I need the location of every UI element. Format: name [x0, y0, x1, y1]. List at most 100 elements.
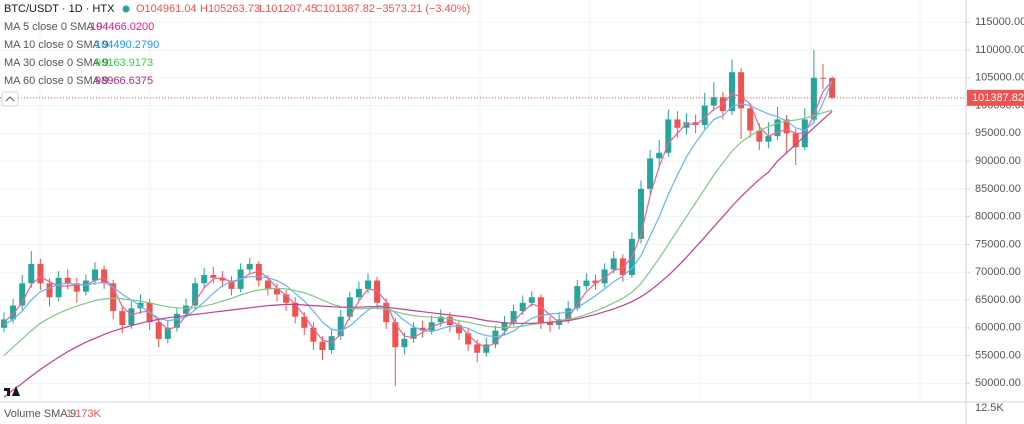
candle-body — [419, 327, 426, 331]
candle-body — [465, 333, 472, 345]
symbol-title: BTC/USDT · 1D · HTX — [4, 3, 115, 15]
candle-body — [183, 305, 189, 314]
candle-body — [264, 280, 271, 289]
candle-body — [656, 152, 663, 159]
candle-body — [10, 305, 17, 320]
candle-body — [319, 341, 326, 350]
candle-body — [28, 263, 35, 284]
candle-body — [228, 280, 235, 289]
candle-body — [37, 263, 44, 284]
ohlc-open: O104961.04 — [136, 3, 197, 15]
logo-mark — [4, 386, 20, 396]
candle-body — [219, 277, 226, 281]
y-tick-label: 80000.00 — [975, 211, 1021, 223]
candle-body — [683, 122, 690, 128]
legend-name: MA 10 close 0 SMA 9 — [4, 39, 109, 51]
candle-body — [510, 311, 517, 323]
candle-body — [401, 338, 408, 348]
legend-value: 98966.6375 — [95, 75, 153, 87]
candle-body — [383, 302, 390, 323]
candle-body — [638, 188, 644, 239]
candle-body — [374, 280, 381, 303]
candle-body — [437, 316, 444, 323]
candle-body — [392, 322, 399, 348]
candle-body — [92, 269, 98, 281]
candle-body — [119, 311, 126, 325]
candle-body — [583, 280, 590, 287]
legend-value: 104466.0200 — [90, 21, 154, 33]
y-tick-label: 95000.00 — [975, 127, 1021, 139]
candle-body — [283, 294, 290, 303]
candle-body — [101, 269, 108, 284]
candle-body — [601, 269, 608, 284]
candle-body — [82, 280, 89, 292]
candle-body — [128, 308, 135, 325]
candle-body — [155, 322, 162, 339]
candle-body — [164, 327, 171, 339]
candle-body — [610, 258, 617, 270]
candle-body — [355, 288, 362, 298]
candle-body — [173, 313, 180, 328]
legend: BTC/USDT · 1D · HTX O104961.04 H105263.7… — [4, 3, 470, 87]
candle-body — [774, 119, 781, 137]
candle-body — [574, 286, 581, 309]
candle-body — [492, 330, 499, 345]
candle-body — [674, 119, 681, 128]
last-price-box — [967, 89, 1024, 106]
candle-body — [192, 283, 199, 306]
y-tick-label: 90000.00 — [975, 155, 1021, 167]
collapse-icon — [5, 96, 15, 102]
candle-body — [483, 344, 490, 353]
candle-body — [73, 283, 80, 292]
candle-body — [501, 322, 508, 331]
plot — [0, 50, 966, 398]
ma-line — [3, 80, 833, 348]
candle-body — [246, 263, 253, 270]
collapse-button[interactable] — [1, 91, 19, 107]
ohlc-high: H105263.73 — [200, 3, 260, 15]
candle-body — [46, 283, 53, 298]
candle-body — [701, 105, 708, 125]
candle-body — [255, 263, 262, 281]
candle-body — [783, 119, 790, 134]
legend-value: 99163.9173 — [95, 57, 153, 69]
candle-body — [274, 288, 280, 295]
candle-body — [592, 280, 599, 284]
candle-body — [365, 280, 371, 289]
candle-body — [19, 283, 26, 306]
candle-body — [310, 327, 317, 342]
candle-body — [456, 325, 462, 334]
candle-body — [619, 258, 626, 275]
ohlc-close: C101387.82 — [315, 3, 375, 15]
candle-body — [792, 133, 799, 148]
y-tick-label: 75000.00 — [975, 238, 1021, 250]
candle-body — [692, 122, 699, 125]
candle-body — [301, 316, 308, 328]
candle-body — [810, 77, 817, 120]
candle-body — [738, 72, 745, 109]
candle-body — [292, 302, 299, 317]
candle-body — [820, 77, 826, 79]
candle-body — [765, 136, 772, 142]
ohlc-low: L101207.45 — [259, 3, 317, 15]
candle-body — [528, 297, 535, 303]
candle-body — [410, 327, 417, 339]
candle-body — [547, 322, 553, 325]
ohlc-change: −3573.21 (−3.40%) — [376, 3, 470, 15]
candle-body — [519, 302, 526, 312]
legend-name: MA 5 close 0 SMA 9 — [4, 21, 102, 33]
ma-line — [3, 80, 833, 338]
status-dot — [122, 5, 130, 13]
ma-line — [3, 109, 833, 357]
candle-body — [110, 283, 117, 312]
volume-value: 1.173K — [66, 408, 102, 420]
y-tick-label: 55000.00 — [975, 349, 1021, 361]
candle-body — [565, 308, 572, 320]
y-tick-label: 85000.00 — [975, 183, 1021, 195]
candle-body — [829, 77, 836, 98]
y-tick-label: 50000.00 — [975, 377, 1021, 389]
candle-body — [337, 316, 344, 337]
volume-title: Volume SMA 9 — [4, 408, 76, 420]
candle-body — [210, 275, 217, 278]
